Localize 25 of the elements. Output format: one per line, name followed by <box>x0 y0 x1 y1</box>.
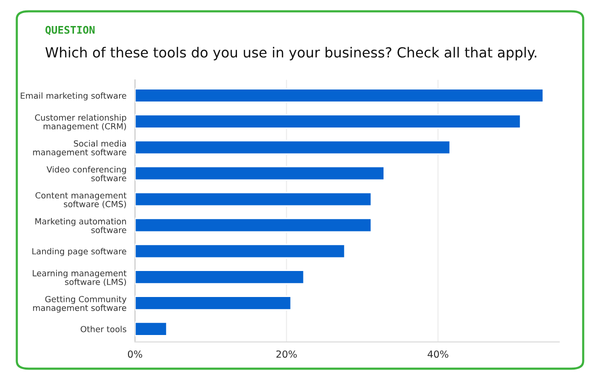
bar <box>135 140 451 155</box>
bar <box>135 244 346 259</box>
bar <box>135 296 292 310</box>
chart-title: Which of these tools do you use in your business? Check all that apply. <box>45 46 536 60</box>
y-tick-label: Content management software (CMS) <box>36 192 126 208</box>
y-tick-label: Landing page software <box>32 248 126 256</box>
y-tick-label: Getting Community management software <box>33 296 126 313</box>
bar <box>135 192 372 207</box>
y-tick-label: Other tools <box>80 326 126 332</box>
text: QUESTION <box>45 26 95 36</box>
y-tick-label: Customer relationship management (CRM) <box>35 114 126 131</box>
y-tick-label: Social media management software <box>33 140 126 157</box>
y-tick-label: Marketing automation software <box>35 218 126 234</box>
bar <box>135 270 305 285</box>
bar <box>135 218 372 233</box>
x-tick-label: 40% <box>428 350 448 358</box>
bar <box>135 114 522 129</box>
bar <box>135 166 385 181</box>
y-tick-label: Learning management software (LMS) <box>32 270 126 286</box>
bar <box>135 322 168 336</box>
x-tick-label: 0% <box>128 350 142 358</box>
x-tick-label: 20% <box>276 350 297 358</box>
bar <box>135 88 544 103</box>
y-tick-label: Video conferencing software <box>46 166 126 182</box>
y-tick-label: Email marketing software <box>20 92 126 100</box>
